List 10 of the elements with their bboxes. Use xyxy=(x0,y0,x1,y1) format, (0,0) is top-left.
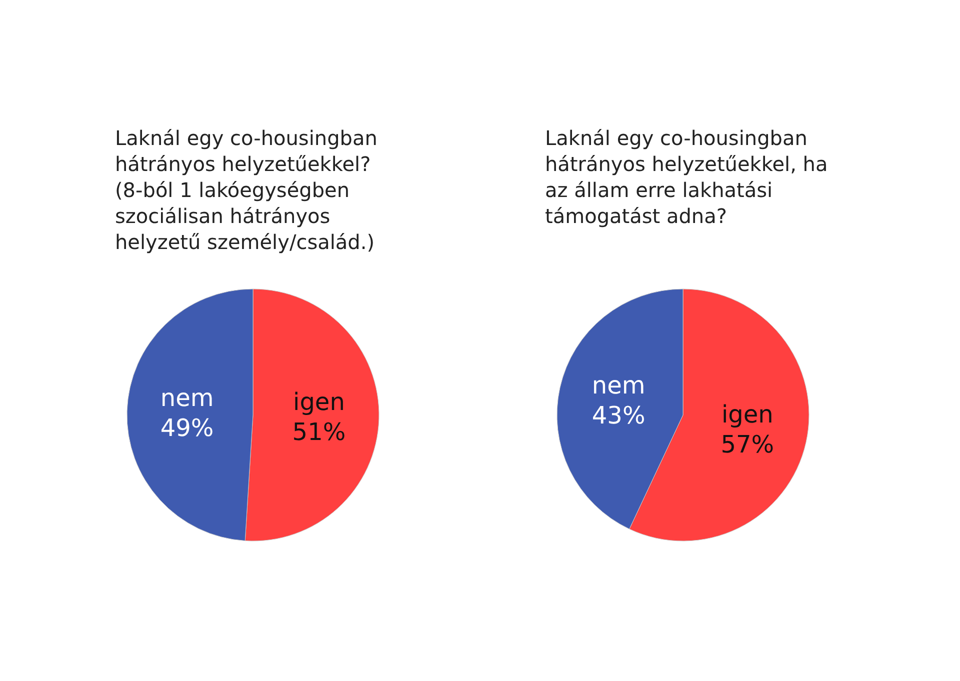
slice-label: igen xyxy=(721,400,774,428)
slice-label: nem xyxy=(592,372,646,400)
slice-label: nem xyxy=(160,384,214,412)
data-label: 43% xyxy=(592,402,646,430)
chart-title: Laknál egy co-housingban hátrányos helyzetűekkel, ha az állam erre lakhatási támogatást adna? xyxy=(545,126,834,228)
slice-label: igen xyxy=(293,388,345,416)
data-label: 57% xyxy=(720,430,774,458)
chart-title: Laknál egy co-housingban hátrányos helyzetűekkel? (8-ból 1 lakóegységben szociálisan hátrányos helyzetű személy/család.) xyxy=(115,126,384,254)
data-label: 51% xyxy=(292,418,346,446)
data-label: 49% xyxy=(160,414,214,442)
